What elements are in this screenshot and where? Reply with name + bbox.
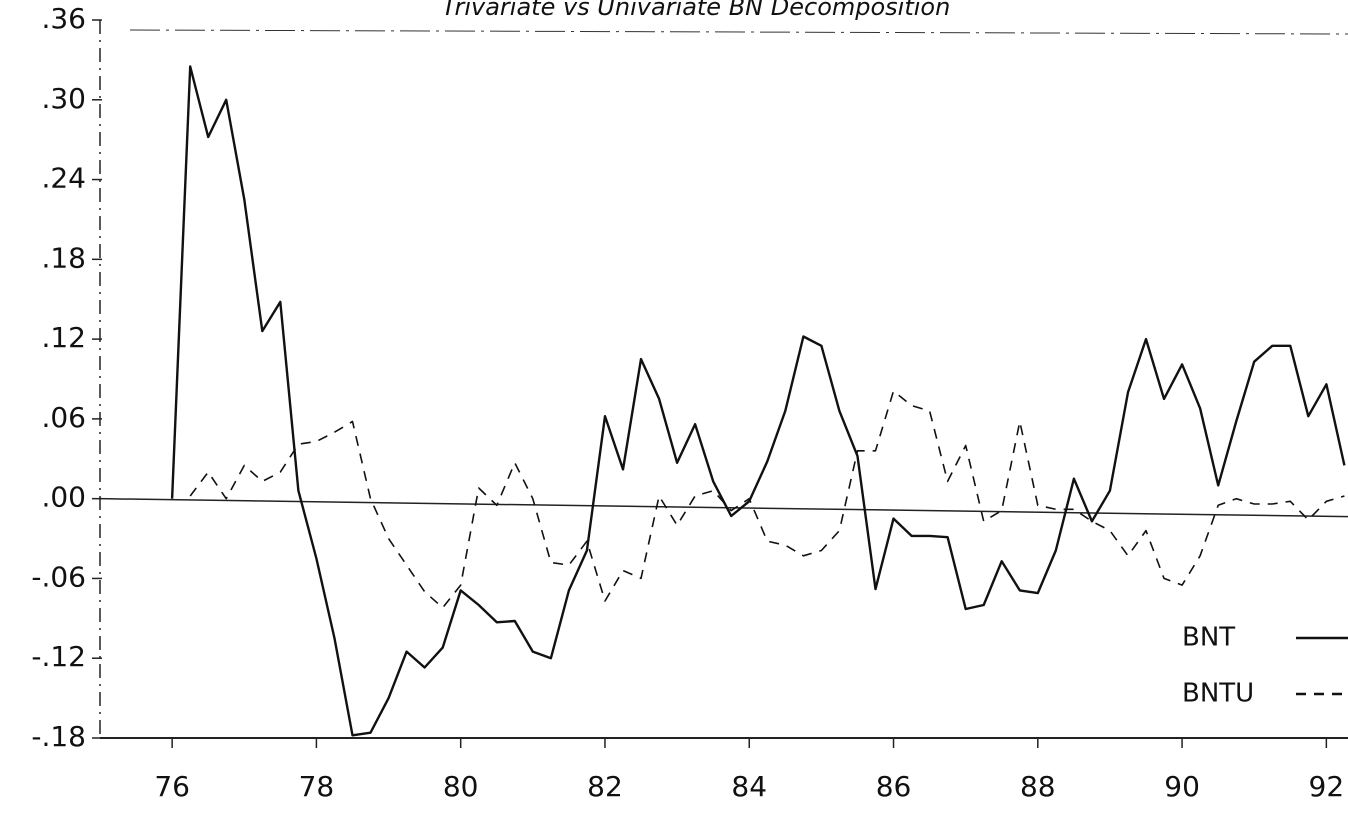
zero-line	[99, 497, 1348, 518]
top-border	[129, 29, 1348, 35]
x-tick-label: 90	[1164, 770, 1200, 803]
x-tick-label: 92	[1309, 770, 1345, 803]
chart-title: Trivariate vs Univariate BN Decompositio…	[442, 0, 951, 21]
legend-label: BNT	[1182, 623, 1235, 653]
y-tick-label: -.06	[31, 560, 86, 593]
y-tick-label: .00	[41, 481, 86, 514]
x-tick-label: 84	[731, 770, 767, 803]
y-tick-label: .06	[41, 401, 86, 434]
y-tick-label: .30	[41, 82, 86, 115]
line-solid	[170, 65, 1346, 737]
x-tick-label: 82	[587, 770, 623, 803]
y-tick-label: .12	[41, 321, 86, 354]
x-tick-label: 86	[876, 770, 912, 803]
y-tick-label: .36	[41, 2, 86, 35]
y-tick-label: -.12	[31, 640, 86, 673]
x-tick-label: 76	[154, 770, 190, 803]
line-dashed	[189, 390, 1345, 609]
legend-label: BNTU	[1182, 679, 1254, 709]
y-tick-label: -.18	[31, 720, 86, 753]
y-tick-label: .18	[41, 241, 86, 274]
x-tick-label: 88	[1020, 770, 1056, 803]
x-tick-label: 80	[443, 770, 479, 803]
y-tick-label: .24	[41, 162, 86, 195]
x-tick-label: 78	[299, 770, 335, 803]
